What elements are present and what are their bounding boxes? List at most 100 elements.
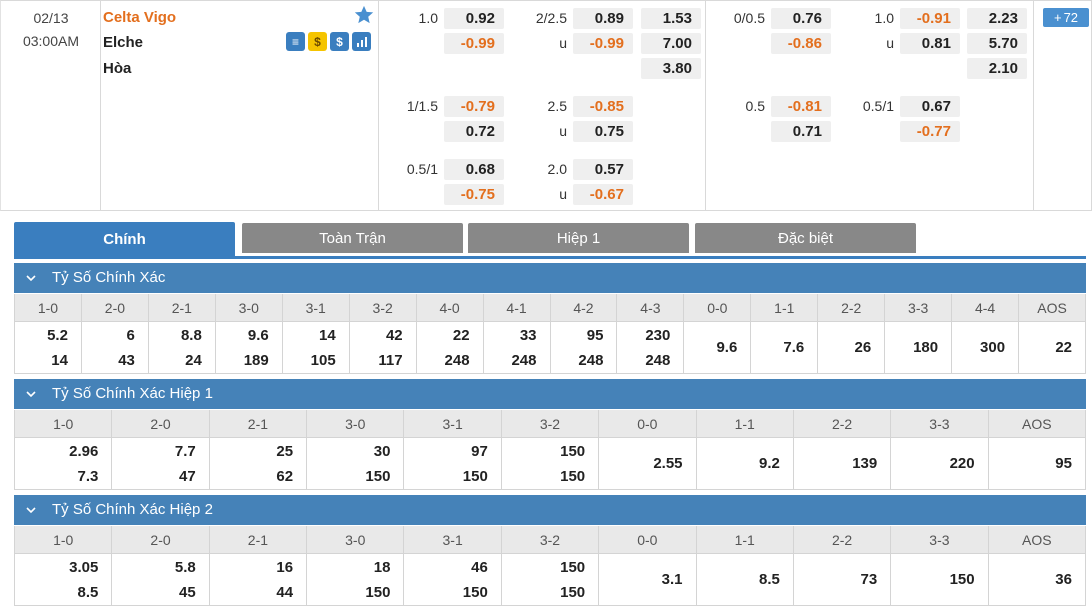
h1-hdp-away[interactable]: -0.86 [771, 33, 831, 54]
odds-value-home[interactable]: 2.96 [69, 442, 99, 460]
ft-ou-over[interactable]: 0.57 [573, 159, 633, 180]
ft-1x2-away[interactable]: 7.00 [641, 33, 701, 54]
odds-value-away[interactable]: 45 [179, 583, 196, 601]
odds-value-away[interactable]: 248 [578, 351, 604, 369]
odds-value-away[interactable]: 150 [560, 467, 586, 485]
h1-ou-under[interactable]: -0.77 [900, 121, 960, 142]
odds-value-home[interactable]: 150 [560, 558, 586, 576]
more-odds-button[interactable]: +72 [1043, 8, 1089, 27]
ft-hdp-away[interactable]: -0.99 [444, 33, 504, 54]
odds-value-home[interactable]: 26 [854, 339, 872, 356]
odds-value-home[interactable]: 73 [860, 571, 878, 588]
odds-value-home[interactable]: 30 [373, 442, 391, 460]
h1-1x2-away[interactable]: 5.70 [967, 33, 1027, 54]
odds-value-home[interactable]: 95 [1055, 455, 1072, 472]
odds-value-home[interactable]: 3.05 [69, 558, 99, 576]
odds-value-away[interactable]: 248 [444, 351, 470, 369]
odds-value-home[interactable]: 150 [949, 571, 975, 588]
odds-value-away[interactable]: 189 [243, 351, 269, 369]
h1-hdp-away[interactable]: 0.71 [771, 121, 831, 142]
odds-value-home[interactable]: 2.55 [653, 455, 683, 472]
h1-1x2-draw[interactable]: 2.10 [967, 58, 1027, 79]
odds-value-away[interactable]: 44 [276, 583, 294, 601]
odds-value-home[interactable]: 5.2 [47, 326, 68, 344]
odds-value-home[interactable]: 97 [471, 442, 488, 460]
odds-value-home[interactable]: 46 [471, 558, 488, 576]
odds-value-home[interactable]: 6 [126, 326, 135, 344]
section-header[interactable]: Tỷ Số Chính Xác [14, 263, 1086, 293]
ft-ou-under[interactable]: -0.99 [573, 33, 633, 54]
ft-hdp-home[interactable]: 0.68 [444, 159, 504, 180]
odds-value-away[interactable]: 8.5 [77, 583, 99, 601]
h1-hdp-home[interactable]: 0.76 [771, 8, 831, 29]
h1-hdp-home[interactable]: -0.81 [771, 96, 831, 117]
odds-value-away[interactable]: 150 [365, 583, 391, 601]
stats-icon[interactable] [352, 32, 371, 51]
tab-special[interactable]: Đặc biệt [695, 223, 916, 253]
ft-ou-over[interactable]: 0.89 [573, 8, 633, 29]
odds-value-home[interactable]: 9.2 [759, 455, 780, 472]
odds-value-away[interactable]: 150 [462, 583, 488, 601]
odds-value-home[interactable]: 8.5 [759, 571, 780, 588]
odds-value-home[interactable]: 22 [452, 326, 470, 344]
h1-ou-over[interactable]: 0.67 [900, 96, 960, 117]
odds-value-home[interactable]: 8.8 [180, 326, 202, 344]
ft-1x2-draw[interactable]: 3.80 [641, 58, 701, 79]
odds-value-home[interactable]: 139 [852, 455, 878, 472]
odds-value-home[interactable]: 22 [1055, 339, 1072, 356]
odds-value-home[interactable]: 18 [373, 558, 391, 576]
odds-value-home[interactable]: 9.6 [716, 339, 738, 356]
money-icon[interactable]: $ [308, 32, 327, 51]
odds-value-home[interactable]: 14 [319, 326, 336, 344]
ft-ou-under[interactable]: -0.67 [573, 184, 633, 205]
section-header[interactable]: Tỷ Số Chính Xác Hiệp 1 [14, 379, 1086, 409]
odds-value-home[interactable]: 16 [276, 558, 294, 576]
away-team[interactable]: Elche [103, 34, 144, 51]
odds-value-home[interactable]: 5.8 [174, 558, 196, 576]
odds-value-home[interactable]: 300 [980, 339, 1006, 356]
ft-hdp-home[interactable]: 0.92 [444, 8, 504, 29]
odds-value-away[interactable]: 117 [378, 351, 403, 369]
odds-value-home[interactable]: 7.6 [783, 339, 805, 356]
odds-value-away[interactable]: 150 [560, 583, 586, 601]
odds-value-away[interactable]: 105 [310, 351, 336, 369]
odds-value-away[interactable]: 62 [276, 467, 294, 485]
odds-value-home[interactable]: 9.6 [247, 326, 269, 344]
odds-value-away[interactable]: 248 [645, 351, 671, 369]
ft-hdp-away[interactable]: 0.72 [444, 121, 504, 142]
odds-value-home[interactable]: 180 [913, 339, 939, 356]
odds-value-away[interactable]: 150 [462, 467, 488, 485]
odds-value-home[interactable]: 220 [949, 455, 975, 472]
ft-1x2-home[interactable]: 1.53 [641, 8, 701, 29]
odds-value-home[interactable]: 3.1 [661, 571, 683, 588]
ft-hdp-home[interactable]: -0.79 [444, 96, 504, 117]
odds-value-away[interactable]: 14 [51, 351, 68, 369]
ft-ou-over[interactable]: -0.85 [573, 96, 633, 117]
home-team[interactable]: Celta Vigo [103, 9, 177, 26]
h1-ou-under[interactable]: 0.81 [900, 33, 960, 54]
odds-value-away[interactable]: 43 [118, 351, 135, 369]
tab-main[interactable]: Chính [14, 222, 235, 256]
tab-first-half[interactable]: Hiệp 1 [468, 223, 689, 253]
lineup-icon[interactable]: ≡ [286, 32, 305, 51]
odds-value-away[interactable]: 24 [185, 351, 202, 369]
odds-value-home[interactable]: 36 [1055, 571, 1072, 588]
odds-value-home[interactable]: 42 [385, 326, 403, 344]
odds-value-away[interactable]: 7.3 [77, 467, 99, 485]
ft-hdp-away[interactable]: -0.75 [444, 184, 504, 205]
odds-value-home[interactable]: 25 [276, 442, 294, 460]
odds-value-away[interactable]: 47 [179, 467, 196, 485]
odds-value-home[interactable]: 33 [519, 326, 537, 344]
section-header[interactable]: Tỷ Số Chính Xác Hiệp 2 [14, 495, 1086, 525]
tab-full-match[interactable]: Toàn Trận [242, 223, 463, 253]
favorite-star-icon[interactable] [353, 4, 375, 26]
odds-value-home[interactable]: 7.7 [174, 442, 196, 460]
ft-ou-under[interactable]: 0.75 [573, 121, 633, 142]
odds-value-away[interactable]: 150 [365, 467, 391, 485]
odds-value-home[interactable]: 230 [645, 326, 671, 344]
h1-ou-over[interactable]: -0.91 [900, 8, 960, 29]
h1-1x2-home[interactable]: 2.23 [967, 8, 1027, 29]
odds-value-home[interactable]: 150 [560, 442, 586, 460]
odds-value-away[interactable]: 248 [511, 351, 537, 369]
dollar-icon[interactable]: $ [330, 32, 349, 51]
